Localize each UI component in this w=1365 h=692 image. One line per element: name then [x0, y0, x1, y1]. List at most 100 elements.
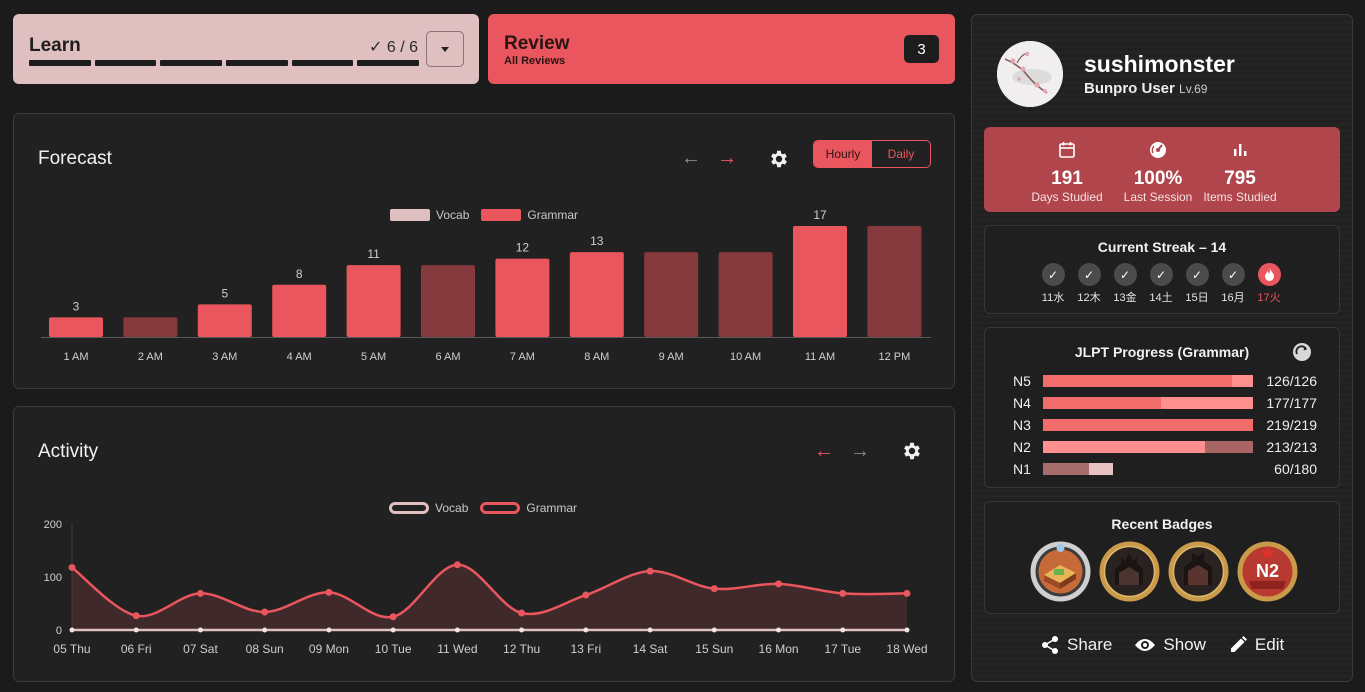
grammar-point[interactable]	[261, 608, 269, 616]
streak-day: ✓ 15日	[1185, 263, 1209, 305]
forecast-bar[interactable]	[644, 252, 699, 337]
learn-card[interactable]: Learn ✓ 6 / 6	[13, 14, 479, 84]
jlpt-level-value: 177/177	[1266, 395, 1317, 411]
edit-label: Edit	[1254, 635, 1285, 654]
gauge-icon	[1150, 142, 1166, 158]
forecast-bar[interactable]	[272, 284, 327, 337]
calendar-icon	[1059, 142, 1075, 158]
show-button[interactable]: Show	[1134, 635, 1206, 655]
forecast-bar[interactable]	[793, 226, 847, 337]
forecast-bar[interactable]	[495, 258, 550, 337]
forecast-settings-gear-icon[interactable]	[768, 148, 790, 170]
forecast-bar[interactable]	[867, 226, 922, 337]
grammar-point[interactable]	[325, 588, 333, 596]
n2-badge-icon[interactable]: N2	[1237, 541, 1298, 602]
forecast-bar[interactable]	[197, 304, 252, 337]
forecast-bar-label: 17	[813, 208, 827, 222]
stat-last-session-value: 100%	[1133, 168, 1183, 189]
jlpt-row-n1[interactable]: N1 60/180	[1013, 461, 1317, 477]
grammar-point[interactable]	[68, 563, 76, 571]
check-icon: ✓	[1221, 263, 1245, 286]
jlpt-level-value: 126/126	[1266, 373, 1317, 389]
forecast-x-tick: 10 AM	[730, 351, 761, 363]
vocab-point[interactable]	[262, 627, 268, 633]
forecast-bar[interactable]	[718, 252, 773, 337]
activity-prev-arrow-icon[interactable]: ←	[814, 440, 834, 462]
streak-day-label: 11水	[1041, 292, 1065, 304]
castle-badge-icon[interactable]	[1099, 541, 1160, 602]
forecast-next-arrow-icon[interactable]: →	[717, 147, 737, 169]
activity-legend: Vocab Grammar	[389, 501, 577, 515]
jlpt-row-n4[interactable]: N4 177/177	[1013, 395, 1317, 411]
switch-view-icon[interactable]	[1292, 342, 1312, 362]
jlpt-row-n2[interactable]: N2 213/213	[1013, 439, 1317, 455]
vocab-point[interactable]	[776, 627, 782, 633]
jlpt-progress-bar	[1043, 375, 1253, 387]
grammar-point[interactable]	[389, 613, 397, 621]
activity-x-tick: 15 Sun	[695, 642, 733, 656]
grammar-area	[72, 564, 907, 630]
vocab-point[interactable]	[519, 627, 525, 633]
jlpt-progress-bar	[1043, 463, 1253, 475]
grammar-point[interactable]	[839, 589, 847, 597]
vocab-point[interactable]	[904, 627, 910, 633]
jlpt-mastered-fill	[1043, 419, 1253, 431]
forecast-x-tick: 1 AM	[63, 351, 88, 363]
badges-title: Recent Badges	[1111, 516, 1213, 532]
stat-items-studied-value: 795	[1224, 168, 1256, 189]
vocab-point[interactable]	[647, 627, 653, 633]
badge-row: N2	[1030, 541, 1298, 602]
castle-badge-icon[interactable]	[1168, 541, 1229, 602]
jlpt-row-n3[interactable]: N3 219/219	[1013, 417, 1317, 433]
jlpt-progress-bar	[1043, 397, 1253, 409]
forecast-x-tick: 9 AM	[659, 351, 684, 363]
edit-button[interactable]: Edit	[1228, 635, 1284, 655]
streak-day-today: 17火	[1257, 263, 1281, 305]
activity-next-arrow-icon[interactable]: →	[850, 440, 870, 462]
vocab-point[interactable]	[711, 627, 717, 633]
review-card[interactable]: Review All Reviews 3	[488, 14, 955, 84]
grammar-point[interactable]	[132, 612, 140, 620]
hourly-toggle-button[interactable]: Hourly	[814, 141, 872, 167]
avatar[interactable]	[997, 41, 1063, 107]
vocab-point[interactable]	[69, 627, 75, 633]
forecast-bar-label: 12	[516, 241, 530, 255]
forecast-bar[interactable]	[569, 252, 624, 337]
forecast-bar[interactable]	[346, 265, 401, 337]
stats-card: 191 Days Studied 100% Last Session 795 I…	[984, 127, 1340, 212]
grammar-point[interactable]	[903, 589, 911, 597]
share-button[interactable]: Share	[1040, 635, 1112, 655]
check-icon: ✓	[1041, 263, 1065, 286]
forecast-bar[interactable]	[123, 317, 178, 337]
vocab-point[interactable]	[197, 627, 203, 633]
stat-last-session-label: Last Session	[1123, 190, 1193, 204]
grammar-point[interactable]	[518, 609, 526, 617]
grammar-point[interactable]	[453, 561, 461, 569]
activity-x-tick: 09 Mon	[309, 642, 349, 656]
stat-last-session: 100% Last Session	[1103, 141, 1213, 204]
stat-days-studied-value: 191	[1051, 168, 1083, 189]
vocab-point[interactable]	[583, 627, 589, 633]
daily-toggle-button[interactable]: Daily	[887, 147, 915, 161]
forecast-bar[interactable]	[421, 265, 475, 337]
forecast-bar-label: 13	[590, 234, 604, 248]
vocab-point[interactable]	[326, 627, 332, 633]
profile-sidebar: sushimonster Bunpro User Lv.69 191 Days …	[971, 14, 1353, 682]
study-room-badge-icon[interactable]	[1030, 541, 1091, 602]
grammar-point[interactable]	[196, 589, 204, 597]
vocab-point[interactable]	[840, 627, 846, 633]
learn-dropdown-button[interactable]	[426, 31, 464, 67]
streak-days: ✓ 11水 ✓ 12木 ✓ 13金 ✓ 14土 ✓ 15日 ✓ 16月 17火	[1041, 263, 1281, 305]
vocab-point[interactable]	[133, 627, 139, 633]
grammar-point[interactable]	[646, 567, 654, 575]
vocab-point[interactable]	[390, 627, 396, 633]
grammar-point[interactable]	[775, 580, 783, 588]
recent-badges-card: Recent Badges	[984, 501, 1340, 614]
grammar-point[interactable]	[582, 591, 590, 599]
jlpt-row-n5[interactable]: N5 126/126	[1013, 373, 1317, 389]
activity-settings-gear-icon[interactable]	[901, 440, 923, 462]
vocab-point[interactable]	[454, 627, 460, 633]
forecast-prev-arrow-icon[interactable]: ←	[681, 147, 701, 169]
grammar-point[interactable]	[710, 585, 718, 593]
forecast-bar[interactable]	[49, 317, 103, 337]
